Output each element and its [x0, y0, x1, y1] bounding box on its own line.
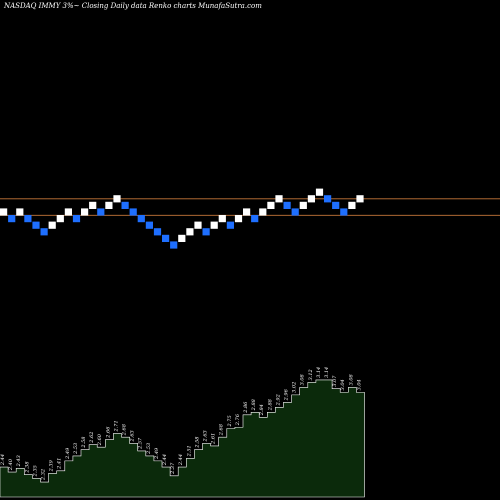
data-label: 2.75 [227, 415, 233, 427]
renko-brick-up [307, 195, 315, 203]
data-label: 3.14 [324, 367, 330, 378]
data-label: 2.61 [211, 433, 217, 445]
data-label: 2.60 [97, 433, 103, 446]
renko-brick-up [113, 195, 121, 203]
renko-brick-down [121, 201, 129, 209]
renko-brick-down [202, 228, 210, 236]
renko-brick-up [186, 228, 194, 236]
renko-brick-down [137, 215, 145, 223]
data-label: 2.68 [122, 424, 128, 436]
renko-brick-up [0, 208, 8, 216]
data-label: 2.84 [259, 404, 265, 416]
renko-brick-up [315, 188, 324, 196]
renko-brick-down [283, 201, 291, 209]
renko-brick-down [340, 208, 348, 216]
renko-brick-down [162, 234, 170, 242]
renko-brick-down [129, 208, 137, 216]
data-label: 2.92 [275, 394, 281, 406]
renko-brick-up [56, 215, 64, 223]
renko-brick-up [234, 215, 243, 223]
data-label: 3.08 [300, 374, 306, 385]
renko-brick-up [218, 215, 226, 223]
renko-brick-up [194, 221, 202, 229]
data-label: 3.08 [348, 374, 354, 385]
data-label: 2.53 [146, 443, 152, 455]
chart-title: NASDAQ IMMY 3%~ Closing Daily data Renko… [4, 2, 262, 10]
renko-brick-down [97, 208, 105, 216]
renko-brick-down [145, 221, 153, 229]
data-label: 2.49 [154, 447, 160, 460]
data-label: 3.04 [356, 379, 362, 390]
data-label: 2.44 [0, 454, 6, 466]
data-label: 2.63 [203, 430, 209, 442]
data-label: 2.71 [113, 420, 119, 432]
renko-brick-up [178, 234, 186, 242]
renko-brick-up [275, 195, 283, 203]
renko-brick-down [8, 215, 16, 223]
renko-brick-down [251, 215, 259, 223]
renko-brick-up [299, 201, 307, 209]
data-label: 3.12 [308, 369, 314, 380]
data-label: 2.40 [8, 458, 14, 471]
data-label: 2.62 [89, 432, 95, 444]
renko-brick-up [348, 201, 356, 209]
renko-brick-down [40, 228, 48, 236]
renko-brick-down [291, 208, 299, 216]
data-label: 2.53 [73, 443, 79, 455]
renko-brick-down [226, 221, 234, 229]
renko-brick-down [170, 241, 178, 249]
data-label: 2.58 [194, 437, 200, 449]
data-label: 2.86 [243, 401, 249, 414]
data-label: 2.58 [81, 437, 87, 449]
renko-brick-down [24, 215, 32, 223]
data-label: 2.76 [235, 413, 241, 426]
data-label: 2.38 [24, 461, 30, 473]
data-label: 2.96 [284, 388, 290, 401]
data-label: 2.41 [57, 458, 63, 470]
renko-brick-down [324, 195, 332, 203]
renko-brick-up [267, 201, 275, 209]
data-label: 2.88 [267, 399, 273, 411]
data-label: 2.35 [32, 465, 38, 477]
renko-brick-down [72, 215, 81, 223]
renko-brick-down [153, 228, 162, 236]
renko-brick-up [16, 208, 24, 216]
renko-brick-up [210, 221, 218, 229]
renko-brick-up [48, 221, 56, 229]
renko-brick-up [243, 208, 251, 216]
data-label: 2.51 [186, 445, 192, 457]
renko-brick-up [89, 201, 97, 209]
renko-brick-up [356, 195, 364, 203]
data-label: 2.57 [138, 437, 144, 450]
data-label: 2.44 [178, 454, 184, 466]
data-label: 2.37 [170, 462, 176, 475]
renko-brick-down [332, 201, 340, 209]
data-label: 3.07 [332, 375, 338, 387]
renko-brick-up [81, 208, 89, 216]
data-label: 3.02 [292, 382, 298, 393]
data-label: 3.14 [316, 367, 322, 378]
close-area [0, 379, 365, 498]
data-label: 2.49 [65, 447, 71, 460]
data-label: 2.63 [130, 430, 136, 442]
renko-brick-up [64, 208, 72, 216]
data-label: 2.44 [162, 454, 168, 466]
data-label: 2.88 [251, 399, 257, 411]
renko-brick-down [32, 221, 40, 229]
data-label: 2.68 [219, 424, 225, 436]
renko-brick-up [105, 201, 113, 209]
data-label: 2.43 [16, 455, 22, 467]
data-label: 2.32 [41, 469, 47, 481]
data-label: 2.66 [105, 426, 111, 439]
renko-brick-up [259, 208, 267, 216]
data-label: 2.39 [49, 459, 55, 472]
data-label: 3.04 [340, 379, 346, 390]
